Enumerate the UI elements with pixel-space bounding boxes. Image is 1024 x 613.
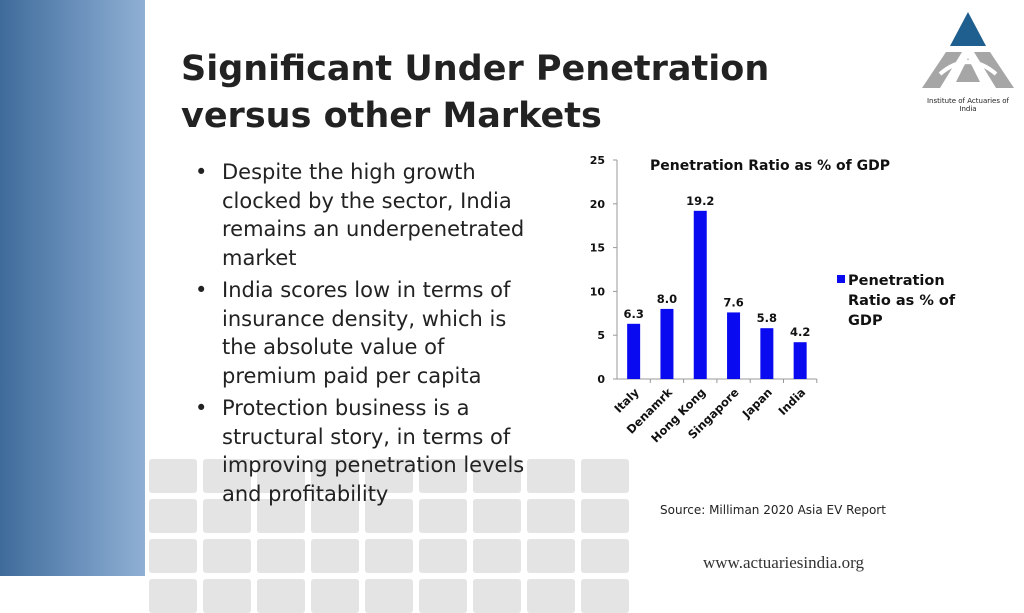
- tile: [473, 539, 521, 573]
- tile: [527, 499, 575, 533]
- tile: [581, 539, 629, 573]
- bar: [793, 342, 807, 379]
- y-tick-label: 5: [597, 329, 605, 342]
- data-label: 6.3: [623, 307, 643, 321]
- tile: [149, 579, 197, 613]
- tile: [203, 459, 251, 493]
- tile: [257, 539, 305, 573]
- tile: [311, 499, 359, 533]
- bullet-list: • Despite the high growth clocked by the …: [190, 158, 540, 512]
- bar: [660, 308, 674, 379]
- data-label: 5.8: [757, 311, 777, 325]
- bullet-item: • Protection business is a structural sto…: [195, 396, 525, 506]
- x-tick-label: Japan: [739, 385, 775, 421]
- tile: [527, 539, 575, 573]
- tile: [365, 539, 413, 573]
- accent-strip: [0, 0, 145, 576]
- legend-label: Penetration Ratio as % of GDP: [848, 273, 956, 329]
- tile: [527, 459, 575, 493]
- x-tick-label: India: [775, 385, 808, 418]
- x-tick-label: Italy: [611, 385, 642, 416]
- data-label: 8.0: [657, 292, 677, 306]
- data-label: 4.2: [790, 325, 810, 339]
- bar: [693, 210, 707, 379]
- tile: [581, 499, 629, 533]
- tile: [365, 459, 413, 493]
- data-label: 19.2: [686, 194, 714, 208]
- tile: [473, 499, 521, 533]
- tile: [419, 499, 467, 533]
- tile: [419, 579, 467, 613]
- tile: [257, 579, 305, 613]
- tile: [311, 539, 359, 573]
- chart-title: Penetration Ratio as % of GDP: [650, 158, 890, 174]
- bar: [727, 312, 741, 379]
- logo-text: Institute of Actuaries of India: [926, 97, 1009, 113]
- tile: [473, 459, 521, 493]
- bar: [627, 323, 641, 379]
- bullet-item: • Despite the high growth clocked by the …: [195, 160, 525, 270]
- tile: [419, 539, 467, 573]
- tile: [203, 579, 251, 613]
- tile: [527, 579, 575, 613]
- tile: [257, 499, 305, 533]
- tile: [257, 459, 305, 493]
- tile: [149, 539, 197, 573]
- y-tick-label: 15: [590, 242, 605, 255]
- source-note: Source: Milliman 2020 Asia EV Report: [660, 503, 886, 517]
- bullet-item: • India scores low in terms of insurance …: [195, 278, 511, 388]
- bar-chart: Penetration Ratio as % of GDP 0 5 10 15 20 25…: [590, 154, 956, 445]
- tile: [365, 579, 413, 613]
- website-url: www.actuariesindia.org: [703, 553, 864, 572]
- data-label: 7.6: [723, 295, 743, 309]
- y-tick-label: 25: [590, 154, 605, 167]
- y-tick-label: 0: [597, 373, 605, 386]
- bar: [760, 328, 774, 379]
- slide-title: Significant Under Penetration versus oth…: [181, 49, 770, 136]
- tile: [581, 459, 629, 493]
- y-tick-label: 20: [590, 198, 606, 211]
- tile: [581, 579, 629, 613]
- tile: [203, 499, 251, 533]
- tile: [149, 499, 197, 533]
- logo: [922, 12, 1014, 88]
- tile: [311, 459, 359, 493]
- tile: [149, 459, 197, 493]
- tile: [473, 579, 521, 613]
- tile: [311, 579, 359, 613]
- tile: [419, 459, 467, 493]
- legend-swatch: [837, 275, 845, 283]
- tile: [365, 499, 413, 533]
- tile: [203, 539, 251, 573]
- y-tick-label: 10: [590, 285, 606, 298]
